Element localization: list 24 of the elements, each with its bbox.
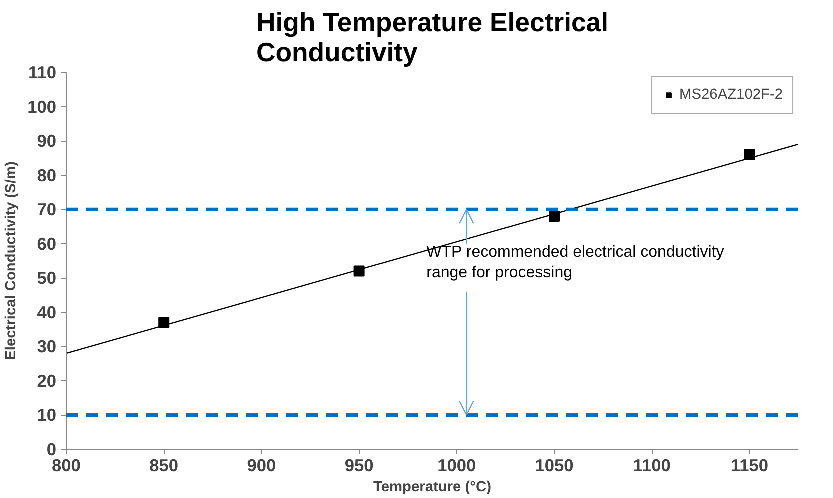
x-tick-label: 900 bbox=[247, 456, 276, 476]
x-tick-label: 1100 bbox=[633, 456, 671, 476]
y-tick-label: 100 bbox=[28, 96, 57, 117]
y-tick-label: 60 bbox=[37, 234, 57, 254]
point bbox=[744, 149, 756, 160]
x-tick-label: 1000 bbox=[438, 456, 476, 476]
x-tick-label: 1150 bbox=[730, 456, 768, 476]
chart-title: High Temperature Electrical Conductivity bbox=[256, 8, 609, 68]
y-tick-label: 20 bbox=[37, 370, 57, 391]
legend-label: MS26AZ102F-2 bbox=[680, 87, 783, 103]
y-tick-label: 80 bbox=[37, 165, 57, 186]
y-tick-label: 50 bbox=[37, 268, 57, 288]
y-axis-title: Electrical Conductivity (S/m) bbox=[4, 162, 20, 360]
x-tick-label: 950 bbox=[344, 456, 374, 476]
y-tick-label: 10 bbox=[37, 405, 57, 426]
x-tick-label: 1050 bbox=[535, 456, 574, 476]
x-tick-label: 850 bbox=[150, 456, 179, 476]
y-tick-label: 70 bbox=[37, 200, 57, 220]
y-tick-label: 90 bbox=[37, 131, 57, 152]
y-tick-label: 40 bbox=[37, 302, 57, 322]
annotation: WTP recommended electrical conductivity range for processing bbox=[426, 244, 724, 282]
y-tick-label: 30 bbox=[37, 336, 57, 357]
y-tick-label: 110 bbox=[28, 62, 57, 82]
x-axis-title: Temperature (°C) bbox=[374, 480, 492, 496]
